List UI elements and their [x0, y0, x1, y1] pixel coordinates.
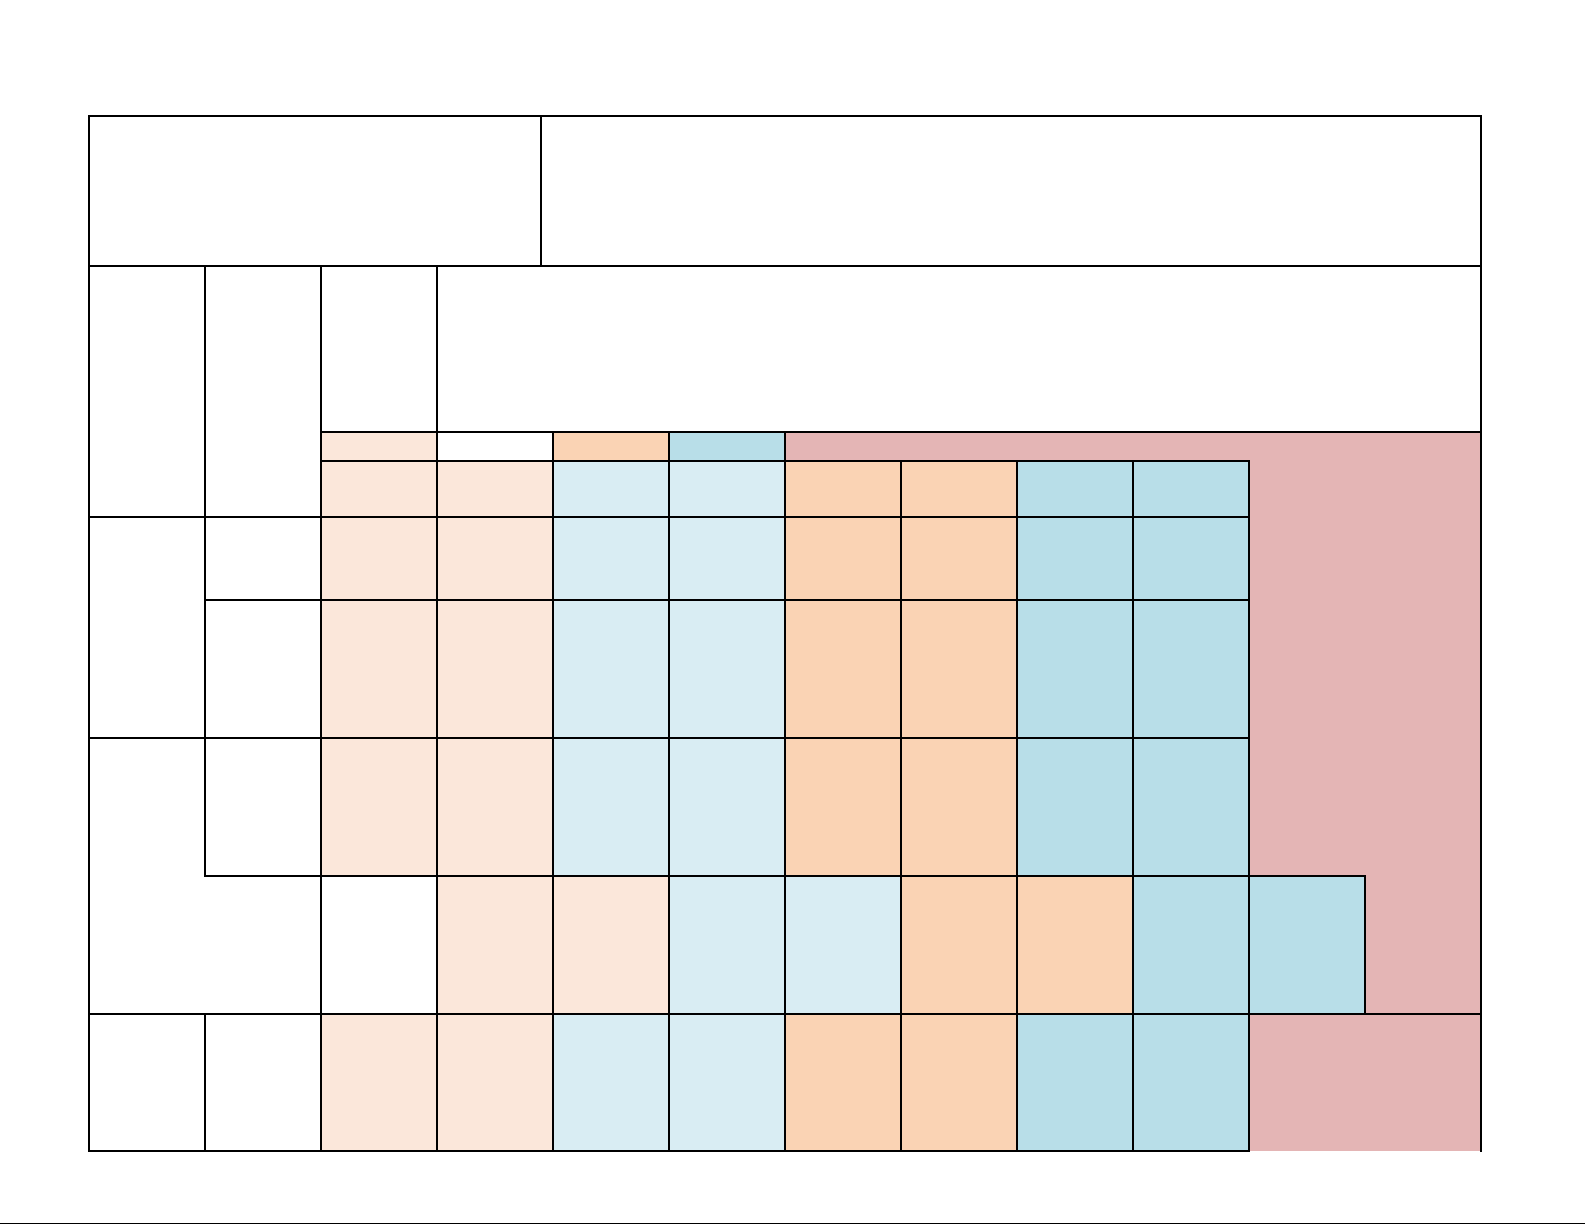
grid-cell — [901, 461, 1017, 517]
grid-cell — [669, 738, 785, 876]
grid-line — [668, 431, 670, 1152]
grid-line — [204, 1013, 206, 1152]
grid-cell — [1017, 517, 1133, 600]
grid-cell — [669, 1014, 785, 1151]
grid-cell — [321, 1014, 437, 1151]
grid-cell — [785, 461, 901, 517]
subheader-cell — [553, 432, 669, 461]
grid-cell — [901, 517, 1017, 600]
grid-cell — [785, 1014, 901, 1151]
grid-cell — [669, 517, 785, 600]
subheader-cell — [669, 432, 785, 461]
grid-cell — [1017, 1014, 1133, 1151]
grid-line — [1132, 460, 1134, 1152]
grid-cell — [553, 1014, 669, 1151]
grid-cell — [785, 517, 901, 600]
grid-cell — [437, 1014, 553, 1151]
grid-line — [1364, 875, 1366, 1015]
grid-cell — [669, 876, 785, 1014]
grid-cell — [901, 600, 1017, 738]
grid-cell — [669, 600, 785, 738]
grid-cell — [553, 517, 669, 600]
grid-cell — [785, 876, 901, 1014]
border-line — [88, 115, 90, 1152]
grid-cell — [437, 517, 553, 600]
grid-cell — [437, 600, 553, 738]
grid-cell — [553, 600, 669, 738]
border-line — [1480, 115, 1482, 1152]
grid-cell — [553, 876, 669, 1014]
grid-line — [436, 265, 438, 1152]
grid-line — [1016, 460, 1018, 1152]
grid-cell — [321, 461, 437, 517]
grid-line — [320, 265, 322, 1152]
grid-cell — [321, 738, 437, 876]
grid-cell — [437, 461, 553, 517]
grid-cell — [1133, 517, 1249, 600]
grid-cell — [321, 600, 437, 738]
border-line — [540, 115, 542, 267]
subheader-cell — [321, 432, 437, 461]
grid-cell — [901, 738, 1017, 876]
grid-cell — [437, 738, 553, 876]
grid-line — [320, 431, 1482, 433]
border-line — [88, 115, 1482, 117]
grid-cell — [1017, 600, 1133, 738]
page-bottom-rule — [0, 1223, 1585, 1224]
grid-cell — [901, 1014, 1017, 1151]
grid-cell — [785, 738, 901, 876]
grid-cell — [901, 876, 1017, 1014]
grid-cell — [437, 876, 553, 1014]
grid-line — [900, 460, 902, 1152]
grid-line — [552, 431, 554, 1152]
grid-line — [204, 265, 206, 877]
grid-cell — [553, 461, 669, 517]
grid-cell — [553, 738, 669, 876]
grid-cell — [1017, 738, 1133, 876]
grid-cell — [321, 517, 437, 600]
subheader-cell — [437, 432, 553, 461]
grid-cell — [1133, 1014, 1249, 1151]
grid-cell — [1017, 461, 1133, 517]
grid-cell — [1017, 876, 1133, 1014]
grid-cell — [669, 461, 785, 517]
grid-cell — [321, 876, 437, 1014]
grid-cell — [1133, 738, 1249, 876]
grid-cell — [1249, 876, 1365, 1014]
grid-cell — [1133, 600, 1249, 738]
grid-line — [1248, 460, 1250, 1152]
border-line — [88, 265, 1482, 267]
grid-cell — [1133, 461, 1249, 517]
grid-cell — [785, 600, 901, 738]
grid-line — [784, 431, 786, 1152]
grid-line — [204, 599, 1250, 601]
grid-cell — [1133, 876, 1249, 1014]
